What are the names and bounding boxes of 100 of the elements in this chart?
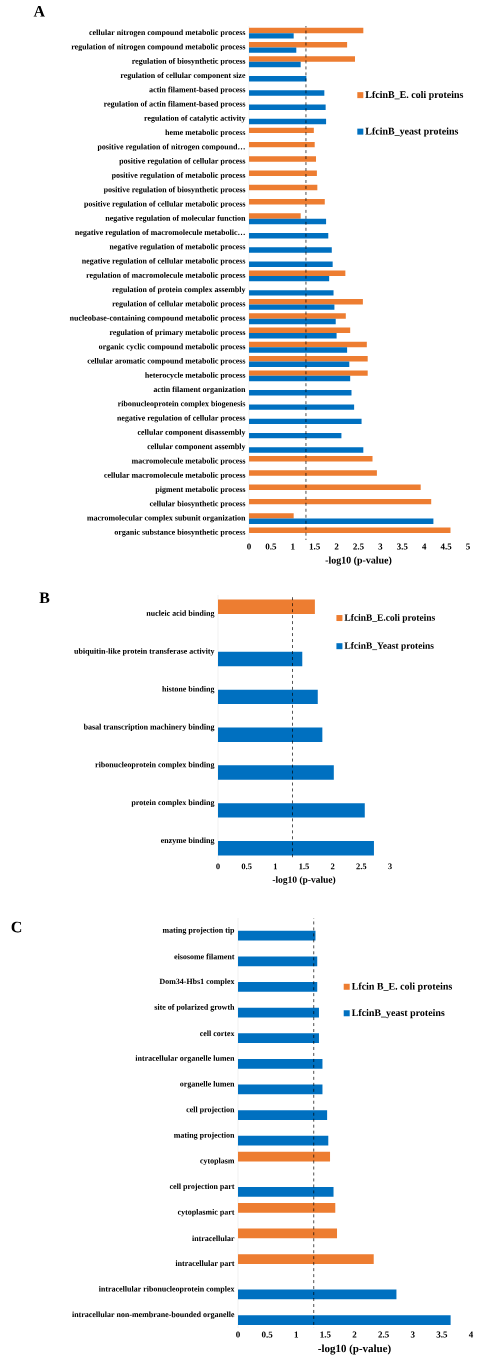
- bar: [238, 1315, 451, 1325]
- bar: [249, 184, 318, 191]
- bar: [249, 299, 363, 305]
- bar: [218, 599, 315, 614]
- bar: [249, 141, 315, 148]
- bar: [238, 1110, 328, 1120]
- x-tick-label: 2.5: [356, 863, 367, 870]
- bar: [238, 1007, 319, 1018]
- bar: [249, 170, 317, 176]
- x-tick-label: 1: [273, 863, 278, 870]
- x-tick-label: 1: [291, 543, 295, 550]
- bar: [249, 90, 325, 96]
- bar: [249, 370, 368, 376]
- x-tick-label: 2: [334, 543, 339, 550]
- bar: [238, 1151, 331, 1162]
- legend-label: LfcinB_yeast proteins: [365, 127, 459, 137]
- legend-label: LfcinB_E.coli proteins: [344, 613, 435, 623]
- bar: [249, 270, 346, 276]
- x-tick-label: 0.5: [265, 543, 277, 550]
- bar: [249, 518, 434, 525]
- bar: [238, 1135, 329, 1146]
- legend-label: LfcinB_Yeast proteins: [344, 642, 434, 651]
- bar: [249, 118, 327, 125]
- bar: [249, 327, 351, 333]
- x-tick-label: 0: [236, 1331, 240, 1338]
- bar: [238, 1254, 374, 1264]
- bar: [249, 233, 329, 239]
- bar: [238, 1202, 336, 1213]
- bar: [249, 418, 362, 425]
- x-tick-label: 2.5: [353, 543, 364, 550]
- bar: [238, 982, 318, 992]
- x-axis-title: -log10 (p-value): [272, 876, 336, 885]
- text: A: [33, 6, 45, 17]
- legend-label: LfcinB_yeast proteins: [351, 1009, 445, 1019]
- bar: [238, 1033, 319, 1044]
- bar: [249, 313, 346, 319]
- x-tick-label: 3.5: [397, 543, 408, 550]
- x-tick-label: 2: [352, 1331, 357, 1338]
- bar: [249, 356, 368, 362]
- bar: [238, 1289, 397, 1300]
- bar: [249, 27, 364, 34]
- bar: [218, 765, 334, 780]
- x-tick-label: 3: [410, 1331, 415, 1338]
- bar: [249, 213, 301, 219]
- x-tick-label: 4: [422, 543, 427, 550]
- bar: [249, 42, 348, 48]
- bar: [238, 956, 318, 967]
- x-tick-label: 3: [388, 863, 392, 870]
- x-tick-label: 0: [216, 863, 220, 870]
- x-tick-label: 3.5: [436, 1331, 448, 1338]
- legend-label: LfcinB_E. coli proteins: [365, 90, 464, 101]
- bar: [249, 56, 355, 62]
- x-tick-label: 1: [294, 1331, 299, 1338]
- bar: [249, 347, 348, 353]
- bar: [249, 447, 364, 453]
- bar: [249, 33, 294, 39]
- bar: [249, 275, 330, 282]
- bar: [249, 375, 351, 382]
- x-tick-label: 1.5: [309, 543, 320, 550]
- bar: [238, 930, 316, 941]
- x-tick-label: 4.5: [440, 543, 452, 550]
- bar: [249, 484, 421, 491]
- x-tick-label: 3: [378, 543, 383, 550]
- bar: [249, 156, 317, 162]
- x-axis-title: -log10 (p-value): [318, 1344, 391, 1355]
- bar: [249, 527, 451, 533]
- x-tick-label: 0.5: [241, 863, 252, 870]
- bar: [249, 199, 325, 205]
- bar: [218, 803, 365, 818]
- text: B: [39, 592, 50, 604]
- bar: [218, 689, 318, 705]
- x-tick-label: 1.5: [299, 863, 309, 870]
- bar: [218, 841, 374, 856]
- x-tick-label: 5: [466, 543, 470, 550]
- bar: [249, 432, 342, 439]
- bar: [249, 75, 307, 82]
- bar: [218, 727, 323, 742]
- bar: [249, 361, 350, 367]
- bar: [249, 127, 314, 134]
- bar: [218, 651, 303, 667]
- bar: [249, 290, 334, 296]
- bar: [238, 1228, 338, 1239]
- bar: [238, 1058, 323, 1069]
- bar: [249, 218, 327, 225]
- x-tick-label: 2: [330, 863, 335, 870]
- bar: [249, 318, 336, 325]
- bar: [249, 61, 301, 68]
- bar: [249, 498, 432, 505]
- bar: [249, 104, 326, 110]
- x-axis-title: -log10 (p-value): [325, 556, 392, 566]
- bar: [249, 261, 333, 268]
- legend-label: Lfcin B_E. coli proteins: [351, 982, 453, 992]
- bar: [249, 332, 337, 339]
- bar: [249, 470, 377, 476]
- bar: [249, 513, 294, 519]
- bar: [249, 456, 373, 462]
- text: C: [11, 921, 22, 933]
- x-tick-label: 0.5: [261, 1331, 273, 1338]
- x-tick-label: 0: [247, 543, 251, 550]
- x-tick-label: 1.5: [320, 1331, 331, 1338]
